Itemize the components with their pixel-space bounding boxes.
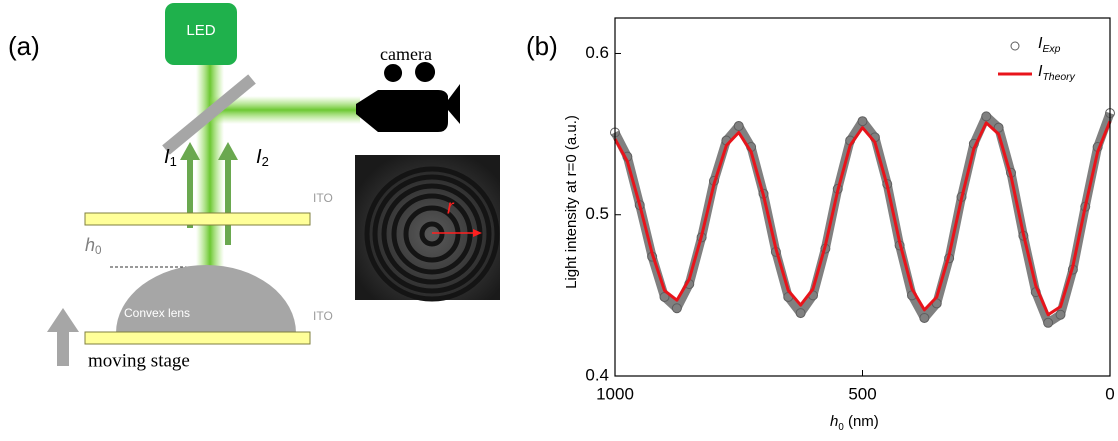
ito-plate: [84, 331, 311, 345]
x-tick-label: 500: [848, 384, 876, 403]
y-tick-label: 0.5: [585, 204, 609, 223]
arrowhead: [218, 142, 238, 160]
legend-marker: [1010, 41, 1020, 51]
stage-label: moving stage: [88, 350, 190, 371]
x-tick-label: 1000: [596, 384, 634, 403]
fringes: [364, 166, 500, 302]
camera-label: camera: [380, 44, 432, 64]
data-point: [857, 116, 868, 127]
led-label: LED: [186, 22, 215, 39]
data-point: [733, 121, 744, 132]
r-label: r: [447, 196, 455, 218]
lens-label: Convex lens: [124, 306, 190, 320]
stage-arrow: [47, 308, 79, 366]
data-point: [981, 111, 992, 122]
data-point: [659, 291, 670, 302]
light-beam: [196, 60, 224, 268]
y-tick-label: 0.4: [585, 365, 609, 384]
plot-frame: [614, 17, 1111, 377]
x-tick-label: 0: [1105, 384, 1114, 403]
arrowhead: [180, 142, 200, 160]
data-point: [919, 312, 930, 323]
panel-label: (b): [526, 31, 558, 61]
ito-label: ITO: [313, 191, 333, 205]
data-point: [795, 308, 806, 319]
ito-plate: [84, 212, 311, 226]
data-band: [610, 111, 1115, 328]
mirror: [162, 74, 256, 155]
x-axis-label: h0 (nm): [830, 413, 879, 433]
led-box: [165, 3, 237, 65]
y-axis-label: Light intensity at r=0 (a.u.): [563, 115, 580, 289]
data-point: [1043, 317, 1054, 328]
camera-icon: [356, 62, 460, 132]
legend-label: IExp: [1038, 35, 1061, 55]
i2-label: I2: [256, 146, 269, 169]
y-tick-label: 0.6: [585, 43, 609, 62]
panel-label: (a): [8, 31, 40, 61]
convex-lens: [116, 265, 296, 333]
legend-label: ITheory: [1038, 63, 1076, 83]
h0-label: h0: [85, 235, 102, 257]
i1-label: I1: [164, 146, 177, 169]
data-line: [613, 120, 1112, 317]
ito-label: ITO: [313, 309, 333, 323]
data-point: [1055, 309, 1066, 320]
data-point: [671, 303, 682, 314]
r-arrowhead: [473, 229, 482, 237]
